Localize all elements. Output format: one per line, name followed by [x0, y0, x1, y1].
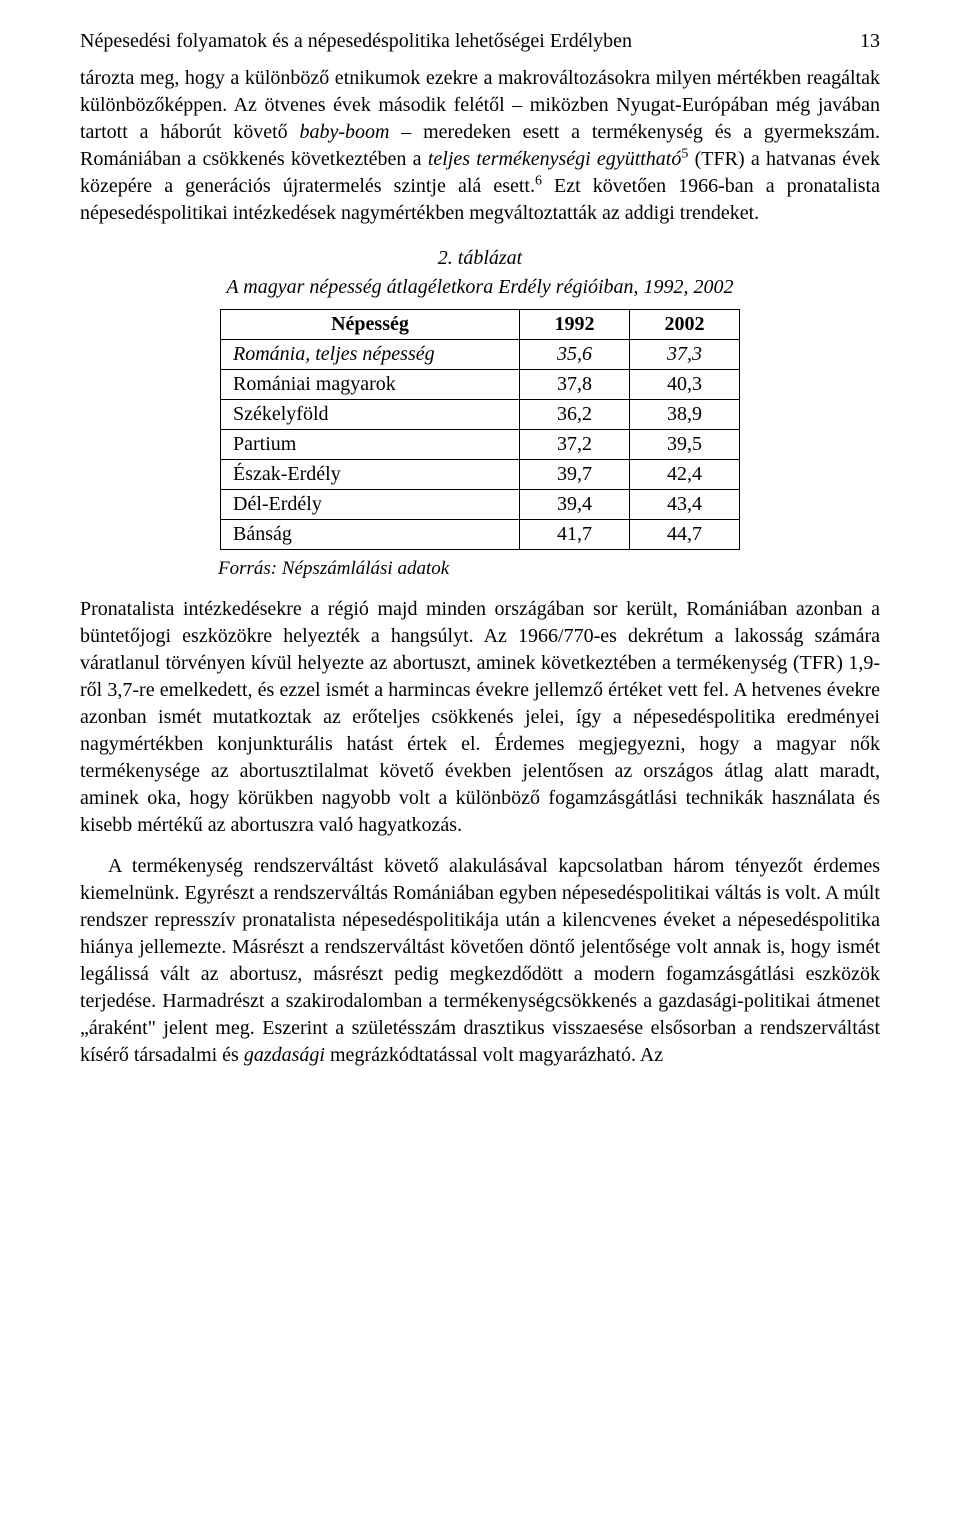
p2-text: Pronatalista intézkedésekre a régió majd…: [80, 598, 880, 836]
row-label: Székelyföld: [221, 400, 520, 430]
row-value-1992: 41,7: [520, 520, 630, 550]
table-header-row: Népesség 1992 2002: [221, 310, 740, 340]
row-value-2002: 39,5: [630, 430, 740, 460]
table-row: Észak-Erdély39,742,4: [221, 460, 740, 490]
data-table: Népesség 1992 2002 Románia, teljes népes…: [220, 309, 740, 550]
table-row: Partium37,239,5: [221, 430, 740, 460]
row-value-2002: 43,4: [630, 490, 740, 520]
paragraph-1: tározta meg, hogy a különböző etnikumok …: [80, 65, 880, 227]
row-label: Romániai magyarok: [221, 370, 520, 400]
row-value-1992: 35,6: [520, 340, 630, 370]
row-value-2002: 42,4: [630, 460, 740, 490]
col-header-2002: 2002: [630, 310, 740, 340]
row-value-1992: 39,7: [520, 460, 630, 490]
table-row: Székelyföld36,238,9: [221, 400, 740, 430]
row-label: Bánság: [221, 520, 520, 550]
running-head: Népesedési folyamatok és a népesedéspoli…: [80, 28, 632, 55]
row-label: Észak-Erdély: [221, 460, 520, 490]
row-value-1992: 37,2: [520, 430, 630, 460]
row-label: Partium: [221, 430, 520, 460]
col-header-1992: 1992: [520, 310, 630, 340]
table-caption-number: 2. táblázat: [80, 245, 880, 272]
table-2-block: 2. táblázat A magyar népesség átlagéletk…: [80, 245, 880, 582]
row-value-2002: 44,7: [630, 520, 740, 550]
page-number: 13: [860, 28, 880, 55]
paragraph-3: A termékenység rendszerváltást követő al…: [80, 853, 880, 1069]
table-row: Romániai magyarok37,840,3: [221, 370, 740, 400]
page-header: Népesedési folyamatok és a népesedéspoli…: [80, 28, 880, 55]
row-value-2002: 37,3: [630, 340, 740, 370]
paragraph-2: Pronatalista intézkedésekre a régió majd…: [80, 596, 880, 839]
table-caption-title: A magyar népesség átlagéletkora Erdély r…: [80, 274, 880, 301]
p1-italic-1: baby-boom: [299, 121, 389, 143]
col-header-name: Népesség: [221, 310, 520, 340]
p3-text-2: megrázkódtatással volt magyarázható. Az: [325, 1044, 663, 1066]
row-value-1992: 37,8: [520, 370, 630, 400]
row-value-2002: 40,3: [630, 370, 740, 400]
table-source: Forrás: Népszámlálási adatok: [218, 556, 880, 582]
table-row: Románia, teljes népesség35,637,3: [221, 340, 740, 370]
table-row: Dél-Erdély39,443,4: [221, 490, 740, 520]
row-value-1992: 36,2: [520, 400, 630, 430]
p3-text-1: A termékenység rendszerváltást követő al…: [80, 855, 880, 1066]
footnote-ref-6: 6: [535, 173, 542, 188]
row-label: Románia, teljes népesség: [221, 340, 520, 370]
p1-italic-2: teljes termékenységi együttható: [428, 148, 682, 170]
row-value-1992: 39,4: [520, 490, 630, 520]
table-row: Bánság41,744,7: [221, 520, 740, 550]
row-value-2002: 38,9: [630, 400, 740, 430]
p3-italic-1: gazdasági: [244, 1044, 325, 1066]
row-label: Dél-Erdély: [221, 490, 520, 520]
